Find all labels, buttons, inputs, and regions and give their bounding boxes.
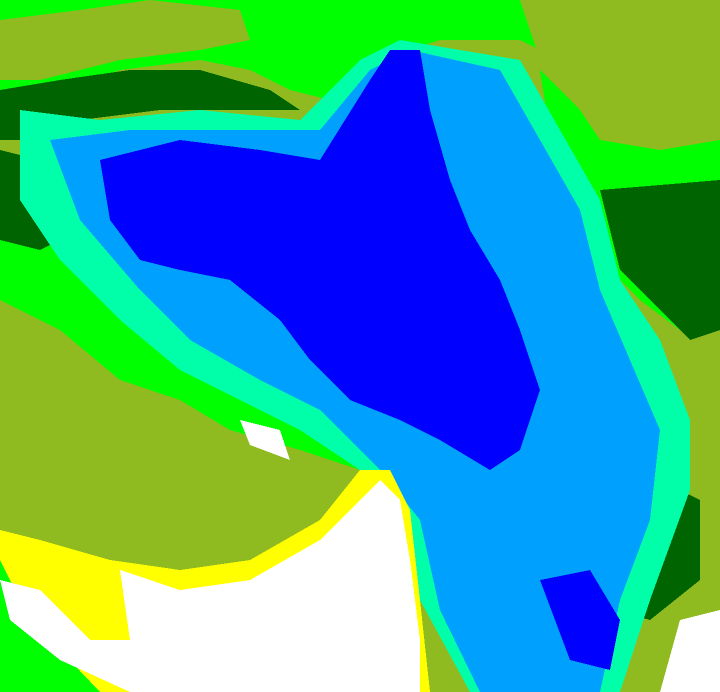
region-white bbox=[0, 480, 420, 692]
region-darkgreen-topleft bbox=[0, 70, 300, 140]
region-olive-top bbox=[0, 0, 250, 80]
region-white-corner bbox=[660, 610, 720, 692]
region-blue-south bbox=[540, 570, 620, 670]
region-blue-core bbox=[100, 50, 540, 470]
region-olive-topright bbox=[520, 0, 720, 150]
region-darkgreen-right bbox=[600, 180, 720, 340]
region-white-speck bbox=[240, 420, 290, 460]
